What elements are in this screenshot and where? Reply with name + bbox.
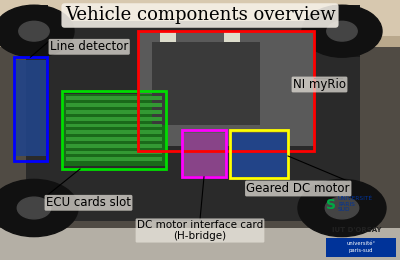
Bar — [66, 157, 162, 161]
Bar — [182, 130, 226, 177]
Circle shape — [302, 5, 382, 57]
Text: DC motor interface card
(H-bridge): DC motor interface card (H-bridge) — [137, 220, 263, 241]
Bar — [326, 238, 396, 257]
Bar — [62, 94, 166, 166]
Bar — [66, 151, 162, 154]
Bar — [26, 21, 360, 221]
Bar — [332, 5, 360, 57]
Bar — [26, 5, 48, 57]
Circle shape — [0, 179, 78, 237]
Text: ECU cards slot: ECU cards slot — [46, 196, 131, 209]
Bar — [224, 31, 240, 42]
Circle shape — [19, 21, 49, 41]
Bar — [160, 31, 176, 42]
Bar — [152, 42, 260, 125]
Bar — [230, 133, 288, 177]
Circle shape — [17, 197, 51, 219]
Text: S: S — [326, 198, 336, 212]
Text: UNIVERSITÉ
PARIS
SUD: UNIVERSITÉ PARIS SUD — [338, 196, 373, 212]
Bar — [138, 31, 314, 146]
Bar — [66, 110, 162, 114]
Circle shape — [325, 197, 359, 219]
Bar — [66, 117, 162, 121]
Bar — [66, 103, 162, 107]
Text: NI myRio: NI myRio — [293, 78, 346, 91]
Bar — [14, 57, 47, 161]
Text: Line detector: Line detector — [50, 40, 128, 53]
Bar — [138, 31, 314, 151]
Bar — [66, 96, 162, 100]
Text: IUT D'ORSAY: IUT D'ORSAY — [332, 227, 382, 233]
Bar — [66, 137, 162, 141]
Bar — [15, 60, 46, 156]
Text: Geared DC motor: Geared DC motor — [246, 182, 350, 195]
Circle shape — [327, 21, 357, 41]
Bar — [182, 133, 226, 176]
Circle shape — [298, 179, 386, 237]
Bar — [66, 124, 162, 127]
Text: université°
paris-sud: université° paris-sud — [346, 241, 376, 253]
Bar — [62, 91, 166, 169]
Bar — [66, 130, 162, 134]
Bar — [66, 144, 162, 148]
Text: Vehicle components overview: Vehicle components overview — [65, 6, 335, 24]
Bar — [230, 130, 288, 178]
Circle shape — [0, 5, 74, 57]
